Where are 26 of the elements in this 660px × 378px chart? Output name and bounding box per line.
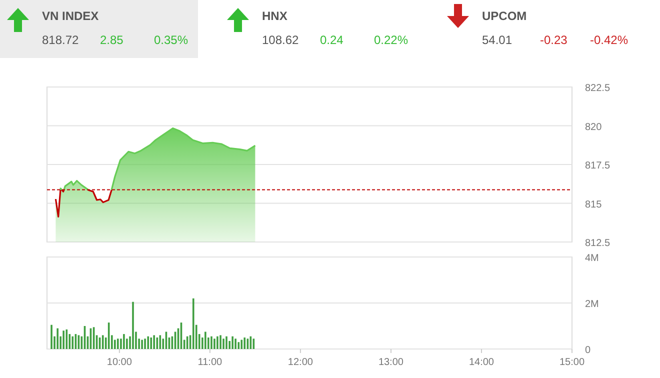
y-tick-label: 815 <box>585 199 602 210</box>
text: 0.35% <box>154 33 188 47</box>
x-tick-label: 13:00 <box>378 357 404 368</box>
text: UPCOM <box>482 9 527 23</box>
y-tick-label: 820 <box>585 122 602 133</box>
y-tick-label: 0 <box>585 345 591 356</box>
y-tick-label: 822.5 <box>585 83 610 94</box>
text: 108.62 <box>262 33 300 47</box>
x-tick-label: 15:00 <box>559 357 585 368</box>
y-tick-label: 812.5 <box>585 238 610 249</box>
y-tick-label: 2M <box>585 299 599 310</box>
x-tick-label: 14:00 <box>468 357 494 368</box>
text: -0.42% <box>590 33 628 47</box>
text: 818.72 <box>42 33 80 47</box>
text: VN INDEX <box>42 9 99 23</box>
x-tick-label: 10:00 <box>106 357 132 368</box>
text: 54.01 <box>482 33 512 47</box>
text: HNX <box>262 9 288 23</box>
y-tick-label: 817.5 <box>585 160 610 172</box>
y-tick-label: 4M <box>585 253 599 264</box>
x-tick-label: 11:00 <box>198 357 223 368</box>
x-tick-label: 12:00 <box>288 357 314 368</box>
text: 0.24 <box>320 33 344 47</box>
text: 2.85 <box>100 33 124 47</box>
text: -0.23 <box>540 33 568 47</box>
text: 0.22% <box>374 33 408 47</box>
